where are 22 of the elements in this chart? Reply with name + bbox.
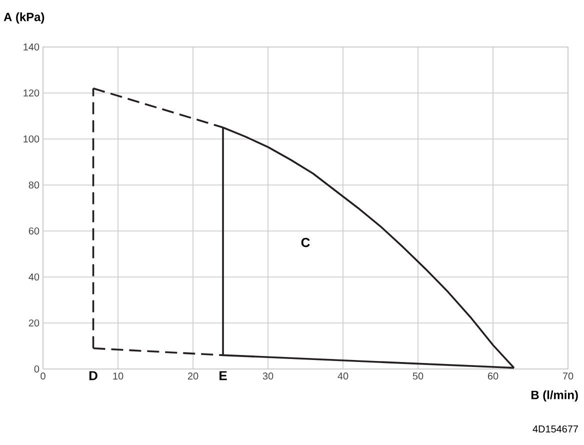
x-tick-label: 30 [262,372,274,380]
y-tick-label: 60 [28,227,40,235]
y-tick-label: 120 [24,89,40,97]
x-tick-label: 50 [412,372,424,380]
y-tick-label: 100 [24,135,40,143]
x-tick-label: 60 [488,372,498,380]
text: D [89,371,98,380]
x-tick-label: 40 [338,372,348,380]
x-axis-title: B (l/min) [531,390,578,402]
annotation: C [301,238,310,248]
x-tick-label: 20 [188,372,198,380]
text: E [220,371,227,380]
x-tick-label: 10 [113,372,124,380]
y-tick-label: 80 [28,181,40,189]
text: 4D154677 [532,425,578,433]
y-tick-label: 0 [34,365,40,373]
y-axis-title: A (kPa) [4,12,44,24]
y-tick-label: 40 [28,273,40,281]
y-tick-label: 140 [24,43,40,51]
x-tick-label: 0 [40,372,46,380]
x-tick-label: 70 [562,372,574,380]
y-tick-label: 20 [28,319,40,327]
